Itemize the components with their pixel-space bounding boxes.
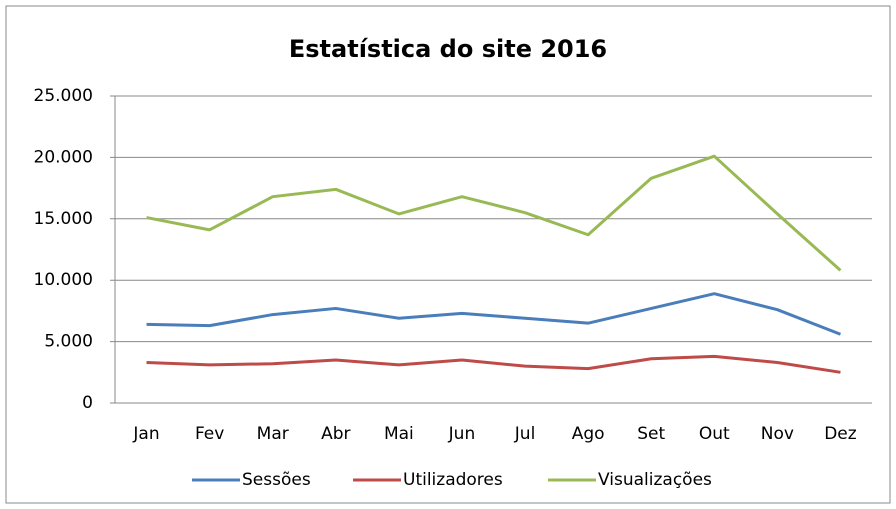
x-tick-label: Dez [824, 424, 857, 444]
y-tick-label: 15.000 [34, 209, 93, 229]
x-tick-label: Mar [257, 424, 289, 444]
x-tick-label: Jan [132, 424, 159, 444]
x-tick-label: Abr [321, 424, 350, 444]
legend-label: Sessões [242, 470, 311, 490]
chart-frame [5, 5, 891, 504]
series-line [146, 292, 842, 336]
x-tick-label: Out [699, 424, 730, 444]
legend-label: Utilizadores [403, 470, 503, 490]
series-line [146, 354, 841, 374]
chart-title: Estatística do site 2016 [289, 35, 607, 63]
legend-label: Visualizações [598, 470, 712, 490]
series-line [146, 154, 842, 272]
y-tick-label: 5.000 [44, 332, 93, 352]
x-tick-label: Set [637, 424, 665, 444]
x-tick-label: Fev [195, 424, 224, 444]
y-tick-label: 25.000 [34, 86, 93, 106]
x-tick-label: Nov [761, 424, 794, 444]
x-tick-label: Jul [514, 424, 536, 444]
x-tick-label: Ago [572, 424, 605, 444]
x-tick-label: Mai [384, 424, 414, 444]
x-tick-label: Jun [448, 424, 476, 444]
y-tick-label: 0 [82, 393, 93, 413]
y-tick-label: 20.000 [34, 147, 93, 167]
y-tick-label: 10.000 [34, 270, 93, 290]
